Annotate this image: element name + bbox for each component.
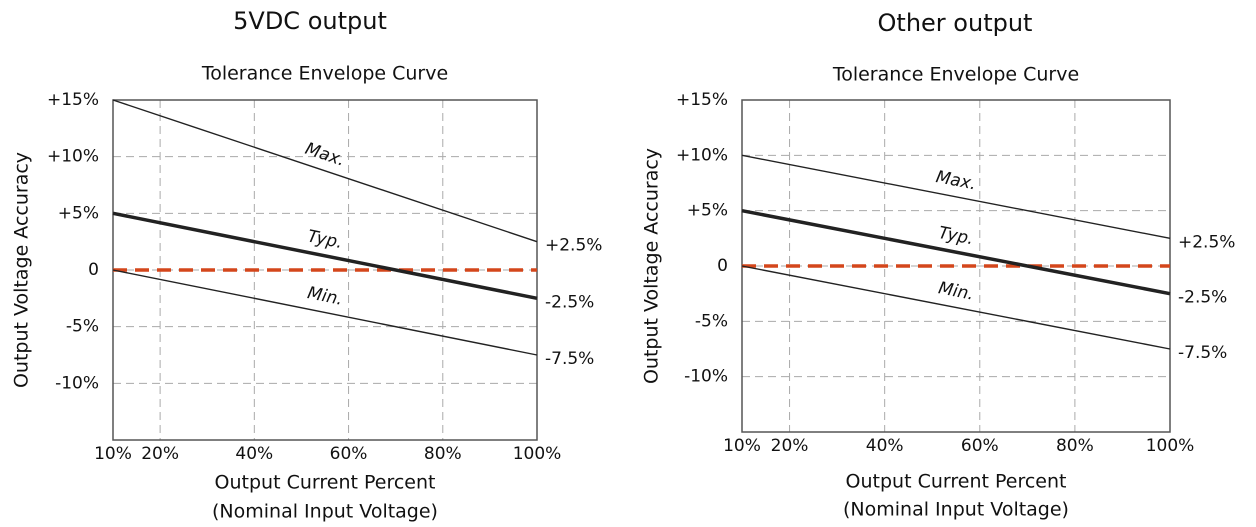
- x-tick-label: 60%: [330, 444, 368, 464]
- y-tick-label: 0: [88, 260, 99, 280]
- y-tick-label: +5%: [687, 201, 728, 221]
- x-tick-label: 40%: [866, 436, 904, 456]
- x-tick-label: 100%: [513, 444, 562, 464]
- y-axis-label: Output Voltage Accuracy: [11, 152, 33, 388]
- y-tick-label: +10%: [47, 147, 99, 167]
- x-tick-label: 80%: [424, 444, 462, 464]
- end-value-label: -2.5%: [545, 292, 594, 312]
- end-value-label: +2.5%: [1178, 232, 1235, 252]
- end-value-label: +2.5%: [545, 236, 602, 256]
- x-tick-label: 40%: [235, 444, 273, 464]
- y-tick-label: +10%: [676, 145, 728, 165]
- y-tick-label: +5%: [58, 203, 99, 223]
- chart-subtitle: Tolerance Envelope Curve: [832, 64, 1079, 86]
- y-tick-label: +15%: [676, 90, 728, 110]
- x-tick-label: 60%: [961, 436, 999, 456]
- chart-title: Other output: [878, 9, 1033, 37]
- series-line: [112, 99, 538, 243]
- x-axis-note: (Nominal Input Voltage): [843, 499, 1069, 521]
- x-tick-label: 20%: [141, 444, 179, 464]
- x-tick-label: 10%: [94, 444, 132, 464]
- end-value-label: -2.5%: [1178, 288, 1227, 308]
- series-line: [741, 265, 1171, 350]
- y-tick-label: 0: [717, 256, 728, 276]
- x-axis-label: Output Current Percent: [215, 472, 436, 494]
- x-tick-label: 100%: [1146, 436, 1195, 456]
- end-value-label: -7.5%: [1178, 343, 1227, 363]
- y-tick-label: -5%: [66, 317, 99, 337]
- y-tick-label: -10%: [55, 373, 99, 393]
- series-line: [741, 208, 1171, 296]
- x-tick-label: 10%: [723, 436, 761, 456]
- y-tick-label: -5%: [695, 311, 728, 331]
- series-line: [112, 211, 538, 301]
- x-axis-label: Output Current Percent: [846, 471, 1067, 493]
- y-axis-label: Output Voltage Accuracy: [641, 148, 663, 384]
- series-line: [741, 154, 1171, 240]
- end-value-label: -7.5%: [545, 349, 594, 369]
- y-tick-label: +15%: [47, 90, 99, 110]
- series-line: [112, 269, 538, 356]
- chart-title: 5VDC output: [233, 7, 387, 35]
- x-axis-note: (Nominal Input Voltage): [212, 501, 438, 523]
- x-tick-label: 80%: [1056, 436, 1094, 456]
- x-tick-label: 20%: [771, 436, 809, 456]
- chart-subtitle: Tolerance Envelope Curve: [201, 63, 448, 85]
- y-tick-label: -10%: [684, 367, 728, 387]
